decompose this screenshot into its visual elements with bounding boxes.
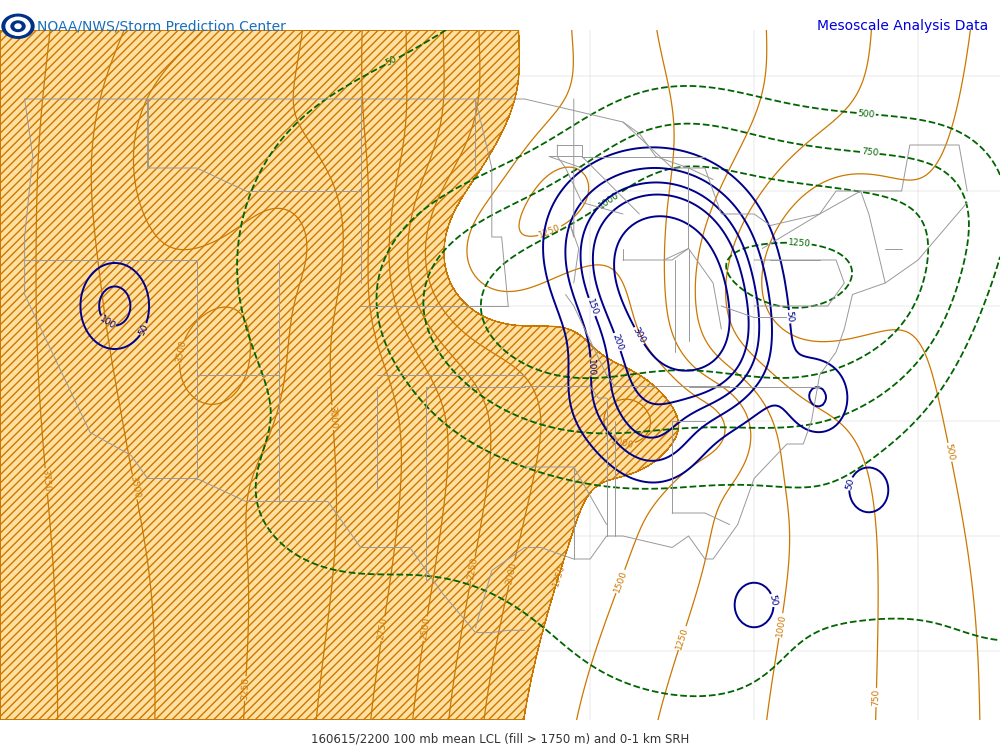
- Text: 1250: 1250: [788, 238, 811, 248]
- Text: 2000: 2000: [505, 561, 519, 585]
- Text: 1250: 1250: [538, 224, 562, 240]
- Text: 200: 200: [610, 332, 625, 352]
- Text: 500: 500: [857, 109, 875, 119]
- Text: 160615/2200 100 mb mean LCL (fill > 1750 m) and 0-1 km SRH: 160615/2200 100 mb mean LCL (fill > 1750…: [311, 732, 689, 746]
- Text: 50: 50: [768, 594, 779, 607]
- Text: 3250: 3250: [240, 676, 250, 700]
- Text: 100: 100: [97, 314, 117, 332]
- Text: 300: 300: [631, 326, 647, 345]
- Text: 50: 50: [384, 55, 398, 68]
- Text: 1000: 1000: [775, 614, 787, 638]
- Text: 100: 100: [586, 358, 596, 376]
- Text: 2000: 2000: [610, 436, 635, 450]
- Text: NOAA/NWS/Storm Prediction Center: NOAA/NWS/Storm Prediction Center: [37, 20, 286, 33]
- Text: 2750: 2750: [377, 616, 389, 640]
- Text: 3500: 3500: [174, 339, 188, 364]
- Text: 750: 750: [872, 688, 881, 706]
- Text: 3000: 3000: [327, 406, 338, 429]
- Text: 50: 50: [844, 477, 856, 490]
- Text: 2250: 2250: [466, 556, 479, 580]
- Text: 1750: 1750: [551, 562, 567, 587]
- Text: 1500: 1500: [612, 569, 629, 594]
- Text: 50: 50: [137, 322, 150, 337]
- Text: Mesoscale Analysis Data: Mesoscale Analysis Data: [817, 20, 988, 33]
- Text: 1250: 1250: [674, 626, 690, 650]
- Text: 500: 500: [944, 442, 956, 461]
- Text: 3500: 3500: [128, 475, 141, 499]
- Text: 3750: 3750: [41, 469, 52, 493]
- Text: 150: 150: [585, 297, 599, 316]
- Text: 750: 750: [861, 148, 879, 158]
- Text: 1000: 1000: [597, 190, 621, 210]
- Text: 50: 50: [784, 310, 795, 323]
- Text: 2500: 2500: [419, 616, 431, 640]
